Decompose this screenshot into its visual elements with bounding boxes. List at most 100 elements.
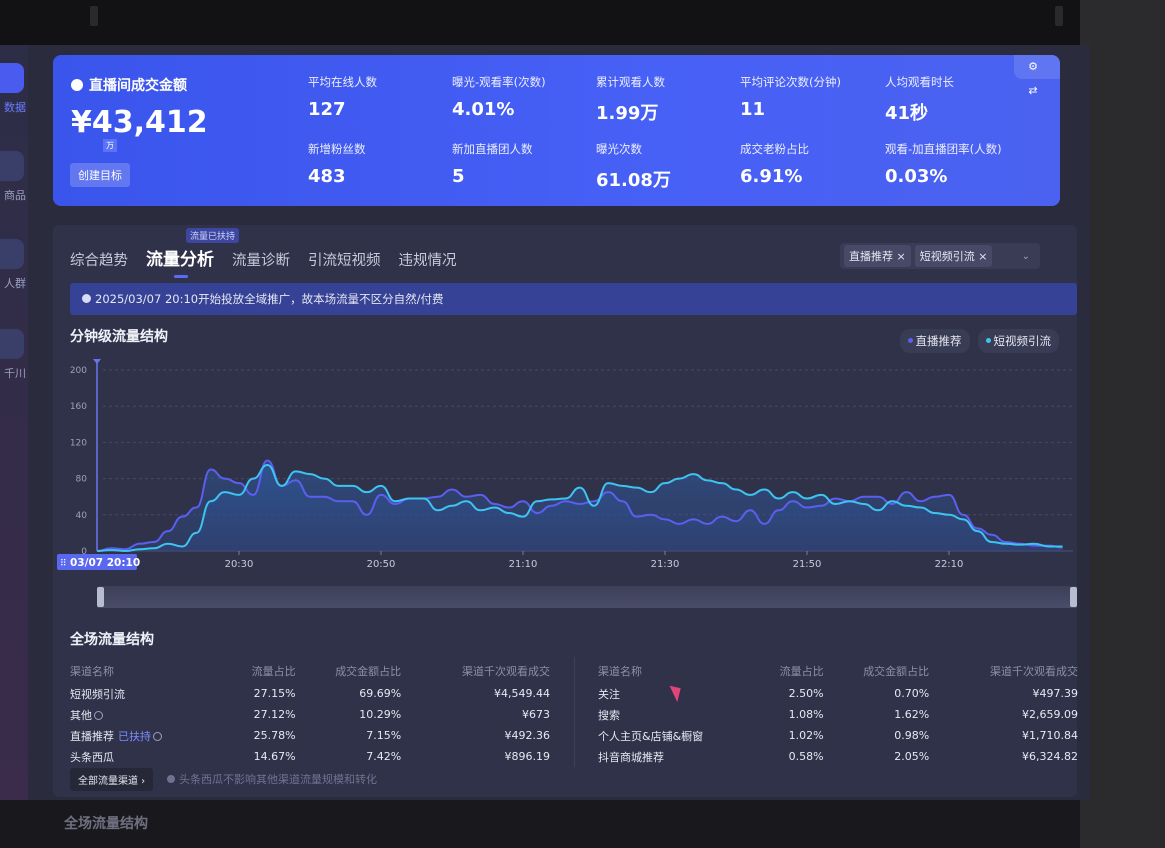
analysis-panel: 流量已扶持 综合趋势 流量分析 流量诊断 引流短视频 违规情况 直播推荐 × 短… (53, 225, 1078, 797)
supported-tag: 已扶持 (118, 729, 151, 743)
table-cell: ¥896.19 (504, 750, 551, 763)
column-header: 渠道千次观看成交 (990, 665, 1078, 678)
tab-violations[interactable]: 违规情况 (398, 253, 457, 269)
x-tick-label: 21:10 (509, 559, 538, 570)
notice-banner: 2025/03/07 20:10开始投放全域推广，故本场流量不区分自然/付费 (70, 283, 1077, 315)
sidebar-item-data[interactable]: 数据 (0, 63, 26, 115)
tab-traffic-analysis[interactable]: 流量分析 (146, 245, 214, 278)
table-header: 渠道名称 流量占比 成交金额占比 渠道千次观看成交 (598, 659, 1078, 683)
summary-card: 直播间成交金额 ¥43,412 万 创建目标 ⚙ ⇄ 平均在线人数 127 曝光-观… (53, 55, 1060, 206)
tab-bar: 综合趋势 流量分析 流量诊断 引流短视频 违规情况 (70, 245, 457, 278)
legend-live-recommend[interactable]: 直播推荐 (899, 329, 970, 353)
all-channels-button[interactable]: 全部流量渠道 › (70, 768, 154, 791)
trend-chart-icon (0, 63, 24, 93)
table-row[interactable]: 短视频引流 27.15% 69.69% ¥4,549.44 (70, 683, 550, 704)
tab-short-video[interactable]: 引流短视频 (308, 253, 381, 269)
channel-table-right: 渠道名称 流量占比 成交金额占比 渠道千次观看成交 关注 2.50% 0.70% ¥497.3… (598, 659, 1078, 767)
table-cell: 25.78% (253, 729, 296, 742)
x-tick-label: 21:30 (651, 559, 680, 570)
metric-item: 曝光次数 61.08万 (596, 141, 671, 192)
table-row[interactable]: 其他 27.12% 10.29% ¥673 (70, 704, 550, 725)
x-tick-label: 20:30 (225, 559, 254, 570)
tab-traffic-diagnosis[interactable]: 流量诊断 (232, 253, 290, 269)
y-tick-label: 160 (70, 402, 87, 412)
help-icon[interactable] (94, 710, 103, 720)
below-section-title: 全场流量结构 (64, 816, 148, 832)
table-cell: ¥6,324.82 (1022, 750, 1078, 763)
table-cell: 2.05% (894, 750, 930, 763)
table-row[interactable]: 关注 2.50% 0.70% ¥497.39 (598, 683, 1078, 704)
table-row[interactable]: 个人主页&店铺&橱窗 1.02% 0.98% ¥1,710.84 (598, 725, 1078, 746)
user-icon (0, 239, 24, 269)
sidebar-item-audience[interactable]: 人群 (0, 239, 26, 291)
metric-item: 人均观看时长 41秒 (885, 74, 954, 125)
cursor-label: 03/07 20:10 (70, 557, 140, 569)
table-cell: 短视频引流 (70, 687, 125, 701)
chevron-down-icon[interactable]: ⌄ (1021, 250, 1030, 262)
metric-item: 曝光-观看率(次数) 4.01% (452, 74, 546, 120)
metric-value: 1.99万 (596, 103, 659, 124)
chip-short-video[interactable]: 短视频引流 × (914, 245, 993, 267)
info-icon (82, 294, 91, 303)
metric-label: 成交老粉占比 (740, 142, 809, 156)
sidebar-item-qianchuan[interactable]: 千川 (0, 329, 26, 381)
create-goal-button[interactable]: 创建目标 (70, 163, 130, 187)
slider-handle-end[interactable] (1070, 587, 1077, 607)
metric-value: 4.01% (452, 99, 515, 120)
sidebar-item-products[interactable]: 商品 (0, 151, 26, 203)
chart-legend: 直播推荐 短视频引流 (899, 329, 1059, 353)
column-header: 流量占比 (779, 665, 824, 678)
table-cell: 搜索 (598, 708, 620, 722)
help-icon[interactable] (153, 731, 162, 741)
y-tick-label: 200 (70, 366, 87, 376)
metric-label: 新加直播团人数 (452, 142, 533, 156)
table-cell: 0.70% (894, 687, 930, 700)
table-cell: 头条西瓜 (70, 750, 114, 764)
top-bar (0, 0, 1080, 45)
column-header: 流量占比 (251, 665, 296, 678)
metric-value: 5 (452, 166, 465, 187)
table-cell: 7.42% (366, 750, 402, 763)
legend-short-video[interactable]: 短视频引流 (977, 329, 1059, 353)
metric-value: 127 (308, 99, 346, 120)
info-icon (71, 79, 83, 91)
info-icon (167, 775, 175, 783)
metric-value: 483 (308, 166, 346, 187)
table-row[interactable]: 搜索 1.08% 1.62% ¥2,659.09 (598, 704, 1078, 725)
channel-filter-select[interactable]: 直播推荐 × 短视频引流 × ⌄ (840, 243, 1040, 269)
chip-live-recommend[interactable]: 直播推荐 × (844, 245, 911, 267)
metric-item: 平均评论次数(分钟) 11 (740, 74, 841, 120)
table-cell: 27.12% (253, 708, 296, 721)
metric-value: 0.03% (885, 166, 948, 187)
settings-swap-icons[interactable]: ⚙ ⇄ (1014, 55, 1060, 97)
table-cell: ¥492.36 (504, 729, 551, 742)
table-cell: ¥2,659.09 (1022, 708, 1078, 721)
slider-handle-start[interactable] (97, 587, 104, 607)
metric-value: 11 (740, 99, 766, 120)
right-backdrop (1080, 0, 1165, 848)
metric-label: 平均在线人数 (308, 75, 377, 89)
table-cell: 10.29% (359, 708, 402, 721)
column-header: 渠道名称 (70, 665, 114, 678)
minute-traffic-chart: 0 40 80 120 160 200 20:30 20:50 21:10 21:30 21:50 2… (57, 359, 1073, 570)
table-cell: 直播推荐 已扶持 (70, 725, 224, 746)
table-row[interactable]: 抖音商城推荐 0.58% 2.05% ¥6,324.82 (598, 746, 1078, 767)
tab-overall-trend[interactable]: 综合趋势 (70, 253, 128, 269)
table-cell: ¥673 (522, 708, 550, 721)
time-range-slider[interactable] (97, 586, 1077, 608)
metric-item: 平均在线人数 127 (308, 74, 377, 120)
table-row[interactable]: 直播推荐 已扶持 25.78% 7.15% ¥492.36 (70, 725, 550, 746)
table-cell: ¥497.39 (1032, 687, 1079, 700)
metric-label: 新增粉丝数 (308, 142, 366, 156)
table-cell: 2.50% (788, 687, 824, 700)
table-row[interactable]: 头条西瓜 14.67% 7.42% ¥896.19 (70, 746, 550, 767)
metric-label: 曝光-观看率(次数) (452, 75, 546, 89)
metric-item: 累计观看人数 1.99万 (596, 74, 665, 125)
column-header: 成交金额占比 (335, 665, 402, 678)
series-line-short-video (96, 464, 1063, 553)
drag-grip-icon[interactable]: ⠿ (60, 558, 67, 569)
x-tick-label: 22:10 (935, 559, 964, 570)
overall-traffic-title: 全场流量结构 (70, 632, 154, 648)
y-tick-label: 80 (76, 475, 88, 485)
table-cell: 14.67% (253, 750, 296, 763)
